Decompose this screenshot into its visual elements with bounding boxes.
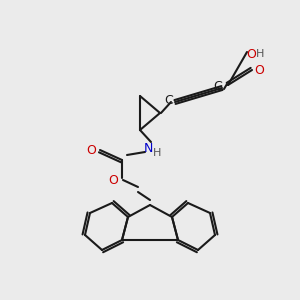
Text: O: O <box>86 143 96 157</box>
Text: O: O <box>108 173 118 187</box>
Text: N: N <box>143 142 153 154</box>
Text: H: H <box>153 148 161 158</box>
Text: O: O <box>254 64 264 76</box>
Text: H: H <box>256 49 264 59</box>
Text: O: O <box>246 47 256 61</box>
Text: C: C <box>214 80 222 92</box>
Text: C: C <box>165 94 173 106</box>
